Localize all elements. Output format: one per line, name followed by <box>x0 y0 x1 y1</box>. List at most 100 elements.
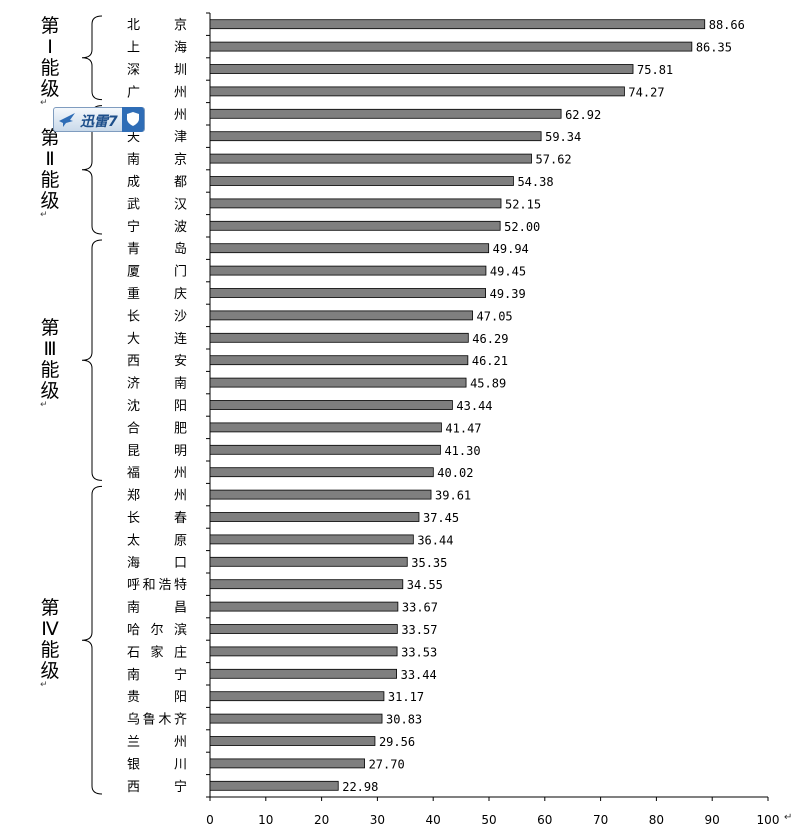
value-label: 30.83 <box>386 713 422 727</box>
x-tick-label: 0 <box>206 813 214 827</box>
value-label: 75.81 <box>637 63 673 77</box>
bar <box>209 512 420 522</box>
tier-label-char: 级 <box>40 660 60 683</box>
category-label: 石 家 庄 <box>127 644 187 660</box>
tier-brace <box>81 239 103 481</box>
category-label: 长 春 <box>127 511 187 526</box>
category-label: 兰 州 <box>127 735 187 750</box>
bar <box>209 444 441 455</box>
shield-icon <box>122 107 144 132</box>
category-label: 西 安 <box>127 354 187 369</box>
category-label: 沈 阳 <box>127 399 187 414</box>
bar <box>209 624 398 634</box>
category-label: 海 口 <box>127 556 187 571</box>
category-label: 宁 波 <box>127 219 187 235</box>
bar <box>209 108 562 119</box>
bar <box>209 780 339 791</box>
bar <box>209 400 453 410</box>
value-label: 46.29 <box>472 332 508 346</box>
bar <box>209 489 432 500</box>
bar <box>209 668 397 679</box>
category-label: 深 圳 <box>127 63 187 78</box>
x-tick-label: 50 <box>481 813 496 827</box>
bar <box>209 198 502 209</box>
category-label: 大 连 <box>127 331 187 347</box>
category-label: 西 宁 <box>127 779 187 795</box>
category-label: 昆 明 <box>127 444 187 459</box>
category-label: 厦 门 <box>127 265 187 280</box>
bar <box>209 422 442 433</box>
return-mark: ↵ <box>40 400 48 411</box>
bar <box>209 758 365 769</box>
xunlei-badge[interactable]: 迅雷7 <box>53 107 145 132</box>
x-tick-label: 80 <box>649 813 664 827</box>
value-label: 54.38 <box>517 175 553 189</box>
category-label: 乌鲁木齐 <box>127 712 187 728</box>
category-label: 银 川 <box>127 757 187 772</box>
return-mark: ↵ <box>40 97 48 108</box>
x-tick-label: 20 <box>314 813 329 827</box>
tier-label-char: 第 <box>40 126 60 149</box>
value-label: 45.89 <box>470 377 506 391</box>
x-tick-label: 70 <box>593 813 608 827</box>
value-label: 39.61 <box>435 489 471 503</box>
value-label: 29.56 <box>379 735 415 749</box>
category-label: 济 南 <box>127 376 187 392</box>
category-label: 南 宁 <box>127 667 187 683</box>
category-label: 福 州 <box>127 466 187 481</box>
bar <box>209 131 542 142</box>
value-label: 36.44 <box>417 533 453 547</box>
value-label: 35.35 <box>411 556 447 570</box>
bar <box>209 646 398 657</box>
value-label: 49.94 <box>493 242 529 256</box>
value-label: 41.30 <box>444 444 480 458</box>
value-label: 33.53 <box>401 645 437 659</box>
value-label: 33.44 <box>401 668 437 682</box>
value-label: 27.70 <box>369 757 405 771</box>
tier-label-char: 能 <box>40 168 60 191</box>
value-label: 31.17 <box>388 690 424 704</box>
bar <box>209 736 376 746</box>
bar <box>209 332 469 343</box>
value-label: 88.66 <box>709 18 745 32</box>
category-label: 郑 州 <box>127 489 187 504</box>
category-label: 成 都 <box>127 175 187 190</box>
bar <box>209 310 473 321</box>
tier-brace <box>81 15 103 101</box>
bird-icon <box>59 113 75 127</box>
x-tick-label: 100 <box>757 813 780 827</box>
bar <box>209 86 625 97</box>
tier-label-char: 能 <box>40 639 60 662</box>
tier-label-char: Ⅳ <box>41 618 59 641</box>
value-label: 47.05 <box>477 309 513 323</box>
category-label: 天 津 <box>127 130 187 145</box>
value-label: 49.39 <box>490 287 526 301</box>
bar <box>209 556 408 567</box>
x-tick-label: 40 <box>426 813 441 827</box>
bar <box>209 288 486 298</box>
tier-label-char: 级 <box>40 77 60 100</box>
tier-label-char: Ⅲ <box>43 338 57 361</box>
bar <box>209 534 414 545</box>
return-mark: ↵ <box>40 680 48 691</box>
bar <box>209 19 706 30</box>
value-label: 40.02 <box>437 466 473 480</box>
bar <box>209 243 490 254</box>
category-label: 广 州 <box>127 85 187 100</box>
value-label: 57.62 <box>536 153 572 167</box>
bar <box>209 265 487 276</box>
category-label: 上 海 <box>127 41 187 56</box>
category-label: 合 肥 <box>127 421 187 436</box>
value-label: 33.57 <box>401 623 437 637</box>
tier-label-char: 能 <box>40 56 60 79</box>
value-label: 46.21 <box>472 354 508 368</box>
category-label: 呼和浩特 <box>127 578 187 593</box>
value-label: 74.27 <box>628 85 664 99</box>
tier-label-char: 级 <box>40 189 60 212</box>
bar <box>209 355 469 366</box>
bar <box>209 176 514 186</box>
value-label: 22.98 <box>342 780 378 794</box>
tier-label-char: 级 <box>40 380 60 403</box>
